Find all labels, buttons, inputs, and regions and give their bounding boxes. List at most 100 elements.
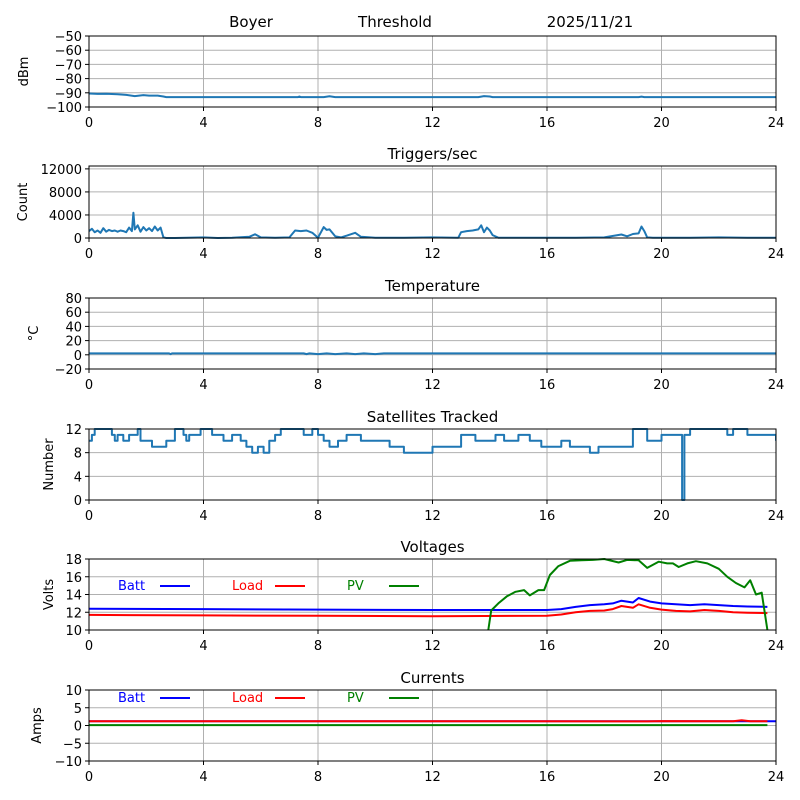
y-tick-label: −20	[55, 363, 82, 378]
x-tick-label: 4	[199, 509, 207, 524]
series-group	[89, 719, 776, 727]
y-tick-label: 20	[65, 335, 82, 350]
x-tick-label: 0	[85, 770, 93, 785]
series-group	[89, 352, 776, 356]
x-tick-label: 8	[314, 639, 322, 654]
y-tick-label: −70	[55, 58, 82, 73]
x-tick-label: 16	[539, 509, 556, 524]
y-axis-label: Volts	[42, 579, 57, 611]
y-axis-label: Count	[16, 183, 31, 222]
legend-label-load: Load	[232, 579, 263, 594]
series-group	[89, 558, 769, 631]
x-tick-label: 24	[768, 770, 785, 785]
y-tick-label: 0	[74, 349, 82, 364]
x-tick-label: 4	[199, 770, 207, 785]
series-group	[89, 92, 776, 99]
x-tick-label: 0	[85, 639, 93, 654]
y-tick-label: 60	[65, 306, 82, 321]
x-tick-label: 24	[768, 247, 785, 262]
x-tick-label: 0	[85, 116, 93, 131]
panel-title: Voltages	[400, 538, 464, 556]
x-tick-label: 20	[653, 770, 670, 785]
x-tick-label: 8	[314, 247, 322, 262]
y-axis-label: Number	[42, 438, 57, 491]
y-tick-label: 18	[65, 553, 82, 568]
x-tick-label: 20	[653, 378, 670, 393]
x-tick-label: 20	[653, 509, 670, 524]
x-tick-label: 16	[539, 770, 556, 785]
x-tick-label: 12	[424, 378, 441, 393]
panel-title: Temperature	[384, 277, 480, 295]
y-tick-label: −100	[46, 101, 82, 116]
y-tick-label: 0	[74, 720, 82, 735]
panel-4: Batt Load PV 0 4 8 12 16 20 24 10 12 14 16 18 Voltages V…	[42, 538, 784, 654]
x-tick-label: 24	[768, 378, 785, 393]
header-mode: Threshold	[357, 13, 432, 31]
x-tick-label: 8	[314, 509, 322, 524]
panel-title: Satellites Tracked	[367, 408, 498, 426]
legend-label-load: Load	[232, 691, 263, 706]
x-tick-label: 12	[424, 247, 441, 262]
panel-1: 0 4 8 12 16 20 24 0 4000 8000 12000 Triggers/sec Cou…	[16, 145, 784, 262]
series-line-threshold	[89, 92, 776, 99]
y-tick-label: 12	[65, 423, 82, 438]
y-tick-label: 40	[65, 320, 82, 335]
x-tick-label: 24	[768, 116, 785, 131]
x-tick-label: 8	[314, 116, 322, 131]
y-tick-label: 10	[65, 684, 82, 699]
series-line-temperature	[89, 352, 776, 356]
x-tick-label: 16	[539, 116, 556, 131]
panel-5: Batt Load PV 0 4 8 12 16 20 24 −10 −5 0 5 10 Currents Am…	[30, 669, 784, 785]
y-tick-label: 8000	[49, 186, 82, 201]
x-tick-label: 4	[199, 247, 207, 262]
y-tick-label: −80	[55, 73, 82, 88]
x-tick-label: 0	[85, 509, 93, 524]
x-tick-label: 12	[424, 116, 441, 131]
x-tick-label: 20	[653, 116, 670, 131]
series-line-load	[89, 719, 768, 723]
x-tick-label: 24	[768, 639, 785, 654]
legend-label-batt: Batt	[118, 691, 145, 706]
y-tick-label: 14	[65, 589, 82, 604]
y-tick-label: −5	[63, 737, 82, 752]
y-tick-label: 0	[74, 232, 82, 247]
legend-label-batt: Batt	[118, 579, 145, 594]
y-tick-label: 0	[74, 494, 82, 509]
x-tick-label: 12	[424, 509, 441, 524]
y-tick-label: −50	[55, 30, 82, 45]
x-tick-label: 16	[539, 378, 556, 393]
x-tick-label: 4	[199, 639, 207, 654]
x-tick-label: 8	[314, 378, 322, 393]
header-station: Boyer	[229, 13, 274, 31]
y-tick-label: 80	[65, 292, 82, 307]
y-tick-label: 8	[74, 447, 82, 462]
series-line-pv	[487, 558, 769, 631]
series-line-batt	[89, 597, 768, 611]
y-tick-label: 4	[74, 470, 82, 485]
x-tick-label: 12	[424, 770, 441, 785]
y-axis-label: °C	[27, 326, 42, 342]
y-tick-label: −60	[55, 44, 82, 59]
y-tick-label: 5	[74, 702, 82, 717]
x-tick-label: 8	[314, 770, 322, 785]
panel-title: Currents	[400, 669, 464, 687]
x-tick-label: 0	[85, 378, 93, 393]
x-tick-label: 20	[653, 639, 670, 654]
y-axis-label: Amps	[30, 707, 45, 744]
panel-0: 0 4 8 12 16 20 24 −100−90−80−70−60−50 dBm	[17, 30, 784, 131]
x-tick-label: 4	[199, 378, 207, 393]
y-tick-label: 10	[65, 624, 82, 639]
x-tick-label: 24	[768, 509, 785, 524]
x-tick-label: 0	[85, 247, 93, 262]
panel-3: 0 4 8 12 16 20 24 0 4 8 12 Satellites Tracked Number	[42, 408, 784, 524]
x-tick-label: 16	[539, 639, 556, 654]
x-tick-label: 4	[199, 116, 207, 131]
legend-label-pv: PV	[347, 579, 364, 594]
y-tick-label: 12	[65, 606, 82, 621]
y-tick-label: 12000	[41, 163, 82, 178]
x-tick-label: 12	[424, 639, 441, 654]
y-tick-label: −90	[55, 87, 82, 102]
y-axis-label: dBm	[17, 57, 32, 87]
